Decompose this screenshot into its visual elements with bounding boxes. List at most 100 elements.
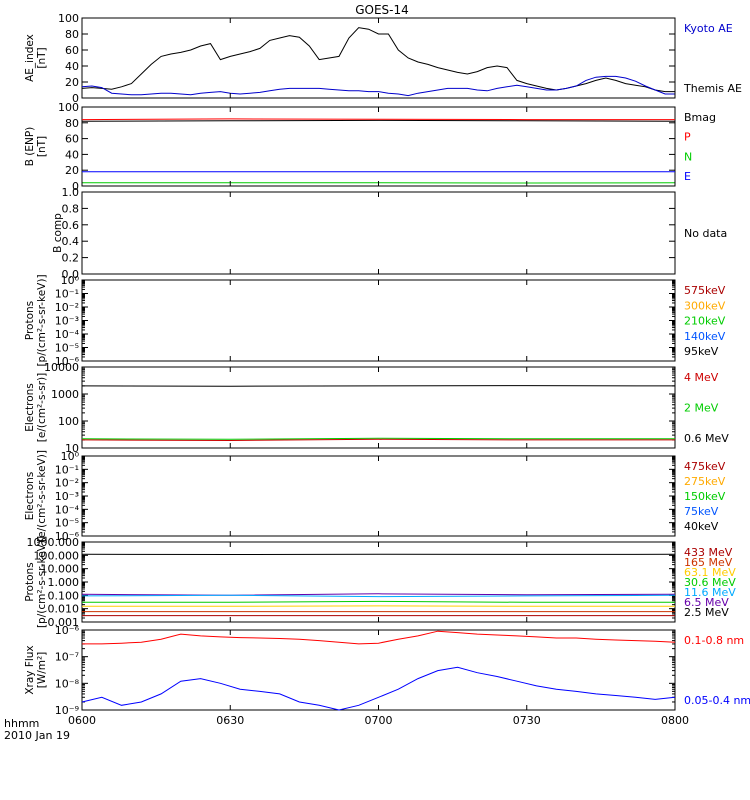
y-tick-label: 10⁻⁸ [55, 677, 80, 690]
y-tick-label: 0.8 [62, 202, 80, 215]
y-tick-label: 100.000 [34, 549, 80, 562]
y-tick-label: 10⁻⁶ [55, 355, 80, 368]
y-axis-label: AE_index [24, 34, 36, 82]
y-tick-label: 0.010 [48, 603, 80, 616]
y-tick-label: 10⁻⁴ [55, 503, 80, 516]
y-tick-label: 0.6 [62, 219, 80, 232]
panel-frame [81, 279, 676, 362]
y-tick-label: 20 [65, 76, 79, 89]
legend-label: 140keV [684, 330, 726, 343]
legend-label: 4 MeV [684, 371, 719, 384]
panel-frame [81, 191, 676, 275]
series-line [81, 118, 675, 121]
y-tick-label: 10⁻⁵ [55, 342, 79, 355]
y-tick-label: 0.001 [48, 616, 80, 629]
y-axis-label: Electrons [24, 383, 36, 432]
legend-label: 210keV [684, 315, 726, 328]
y-tick-label: 10⁰ [61, 450, 80, 463]
panel-frame [81, 455, 676, 537]
series-line [81, 437, 675, 440]
y-tick-label: 20 [65, 164, 79, 177]
y-tick-label: 40 [65, 148, 79, 161]
legend-label: 475keV [684, 460, 726, 473]
legend-label: E [684, 170, 691, 183]
x-tick-label: 0630 [216, 714, 244, 727]
y-tick-label: 10.000 [41, 563, 80, 576]
y-tick-label: 100 [58, 101, 79, 114]
panel-frame [81, 629, 676, 711]
y-axis-label: [p/(cm²-s-sr-keV)] [36, 536, 48, 628]
panel-1: 0 20 40 60 80 100 B (ENP) [nT] Bmag PNE [24, 101, 716, 193]
time-axis: 0600 0630 0700 0730 0800 [68, 18, 689, 727]
panel-frame [81, 17, 676, 99]
legend-label: 575keV [684, 284, 726, 297]
panel-frame [81, 366, 676, 449]
y-tick-label: 10⁻¹ [55, 288, 79, 301]
y-tick-label: 10⁻³ [55, 315, 79, 328]
y-axis-label: Xray Flux [24, 645, 36, 694]
legend-label: No data [684, 227, 727, 240]
legend-label: 275keV [684, 475, 726, 488]
y-axis-label: Protons [24, 301, 36, 340]
legend-label: 2.5 MeV [684, 606, 729, 619]
y-tick-label: 10⁻⁶ [55, 624, 80, 637]
y-tick-label: 40 [65, 60, 79, 73]
series-line [82, 630, 676, 645]
x-tick-label: 0800 [661, 714, 689, 727]
legend-label: 2 MeV [684, 402, 719, 415]
legend-label: P [684, 131, 691, 144]
legend-label: 433 MeV [684, 546, 733, 559]
legend-label: 0.1-0.8 nm [684, 634, 744, 647]
x-tick-label: 0700 [365, 714, 393, 727]
x-tick-label: 0600 [68, 714, 96, 727]
series-line [81, 75, 675, 97]
y-tick-label: 60 [65, 44, 79, 57]
y-tick-label: 0 [72, 92, 79, 105]
y-tick-label: 0 [72, 180, 79, 193]
y-tick-label: 1.000 [48, 576, 80, 589]
series-line [81, 27, 675, 93]
series-line [81, 438, 675, 442]
series-line [81, 666, 676, 711]
legend-label: N [684, 150, 692, 163]
legend-label: 75keV [684, 505, 719, 518]
legend-label: 40keV [684, 520, 719, 533]
time-axis-corner-label: hhmm [4, 717, 39, 730]
legend-label: Kyoto AE [684, 22, 733, 35]
series-line [81, 385, 676, 387]
legend-label: 11.6 MeV [684, 586, 736, 599]
legend-label: 95keV [684, 345, 719, 358]
y-tick-label: 10⁻³ [55, 490, 79, 503]
y-axis-label: [p/(cm²-s-sr-keV)] [36, 274, 48, 366]
y-tick-label: 10⁻⁵ [55, 517, 79, 530]
plot-title: GOES-14 [355, 3, 409, 17]
y-tick-label: 60 [65, 133, 79, 146]
y-tick-label: 0.100 [48, 589, 80, 602]
y-axis-label: Protons [24, 562, 36, 601]
legend-label: 165 MeV [684, 556, 733, 569]
y-tick-label: 0.0 [62, 268, 80, 281]
series-line [81, 593, 676, 596]
legend-label: 30.6 MeV [684, 576, 736, 589]
y-tick-label: 10000 [44, 361, 79, 374]
y-axis-label: B (ENP) [24, 127, 36, 167]
y-tick-label: 100 [58, 415, 79, 428]
y-axis-label: [e/(cm²-s-sr)] [36, 373, 48, 442]
panel-2: 0.0 0.2 0.4 0.6 0.8 1.0 B comp No data [52, 186, 727, 281]
y-tick-label: 10⁻² [55, 301, 79, 314]
y-tick-label: 10⁻⁷ [55, 651, 79, 664]
legend-label: Themis AE [683, 82, 742, 95]
y-tick-label: 10⁻² [55, 477, 79, 490]
y-tick-label: 10⁻⁴ [55, 328, 80, 341]
legend-label: 0.6 MeV [684, 432, 729, 445]
y-tick-label: 10 [65, 442, 79, 455]
series-line [81, 594, 676, 598]
y-axis-label: [nT] [36, 47, 48, 68]
y-tick-label: 10⁻¹ [55, 463, 79, 476]
legend-label: 300keV [684, 299, 726, 312]
y-tick-label: 1000.000 [27, 536, 80, 549]
y-axis-label: [W/m²] [36, 652, 48, 689]
